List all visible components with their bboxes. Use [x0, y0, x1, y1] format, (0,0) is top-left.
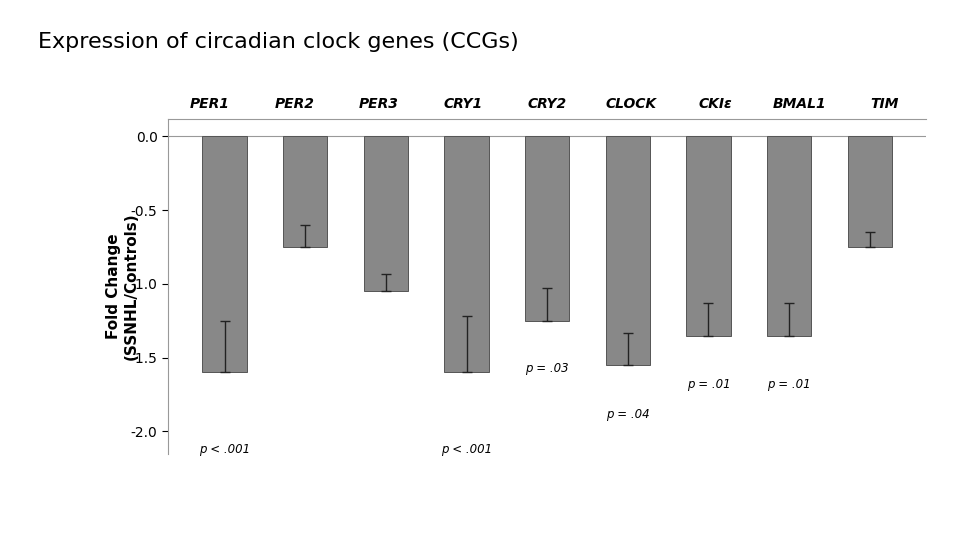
Text: Expression of circadian clock genes (CCGs): Expression of circadian clock genes (CCG…	[38, 32, 519, 52]
Text: p = .03: p = .03	[525, 362, 569, 375]
Text: PER3: PER3	[359, 97, 398, 111]
Bar	[686, 137, 731, 335]
Text: TIM: TIM	[870, 97, 899, 111]
Text: p = .04: p = .04	[606, 408, 650, 421]
Text: p < .001: p < .001	[441, 443, 492, 456]
Bar	[364, 137, 408, 292]
Text: CKIε: CKIε	[699, 97, 732, 111]
Text: CRY1: CRY1	[444, 97, 483, 111]
Text: p < .001: p < .001	[199, 443, 251, 456]
Text: p = .01: p = .01	[767, 379, 811, 392]
Bar	[848, 137, 892, 247]
Bar	[283, 137, 327, 247]
Bar	[767, 137, 811, 335]
Text: CLOCK: CLOCK	[606, 97, 657, 111]
Text: PER2: PER2	[275, 97, 314, 111]
Text: p = .01: p = .01	[686, 379, 731, 392]
Text: PER1: PER1	[190, 97, 230, 111]
Bar	[525, 137, 569, 321]
Text: BMAL1: BMAL1	[773, 97, 827, 111]
Bar	[606, 137, 650, 365]
Y-axis label: Fold Change
(SSNHL/Controls): Fold Change (SSNHL/Controls)	[107, 212, 138, 360]
Text: CRY2: CRY2	[528, 97, 566, 111]
Bar	[444, 137, 489, 373]
Bar	[203, 137, 247, 373]
